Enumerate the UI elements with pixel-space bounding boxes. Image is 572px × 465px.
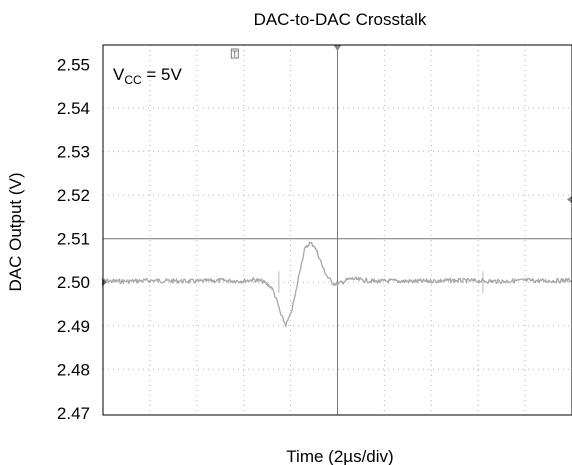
y-tick-label: 2.47 [57, 404, 90, 423]
vcc-annotation-rest: = 5V [142, 65, 183, 84]
y-tick-label: 2.54 [57, 99, 90, 118]
y-tick-label: 2.55 [57, 56, 90, 75]
y-tick-label: 2.50 [57, 273, 90, 292]
y-tick-label: 2.51 [57, 230, 90, 249]
trace-layer [102, 241, 572, 328]
y-tick-label: 2.53 [57, 143, 90, 162]
chart-title: DAC-to-DAC Crosstalk [254, 10, 427, 29]
vcc-annotation-sub: CC [124, 73, 142, 87]
y-tick-label: 2.52 [57, 186, 90, 205]
x-axis-label: Time (2µs/div) [286, 447, 393, 465]
grid [103, 45, 572, 415]
y-axis-label: DAC Output (V) [6, 172, 25, 291]
y-tick-labels: 2.55 2.54 2.53 2.52 2.51 2.50 2.49 2.48 2.47 [57, 56, 90, 423]
plot-frame [102, 44, 572, 416]
vcc-annotation-main: V [113, 65, 125, 84]
y-tick-label: 2.49 [57, 317, 90, 336]
trigger-level-marker [567, 195, 572, 204]
trigger-position-marker [333, 45, 342, 51]
vcc-annotation: VCC = 5V [113, 65, 183, 87]
output-trace [102, 241, 572, 328]
y-tick-label: 2.48 [57, 360, 90, 379]
